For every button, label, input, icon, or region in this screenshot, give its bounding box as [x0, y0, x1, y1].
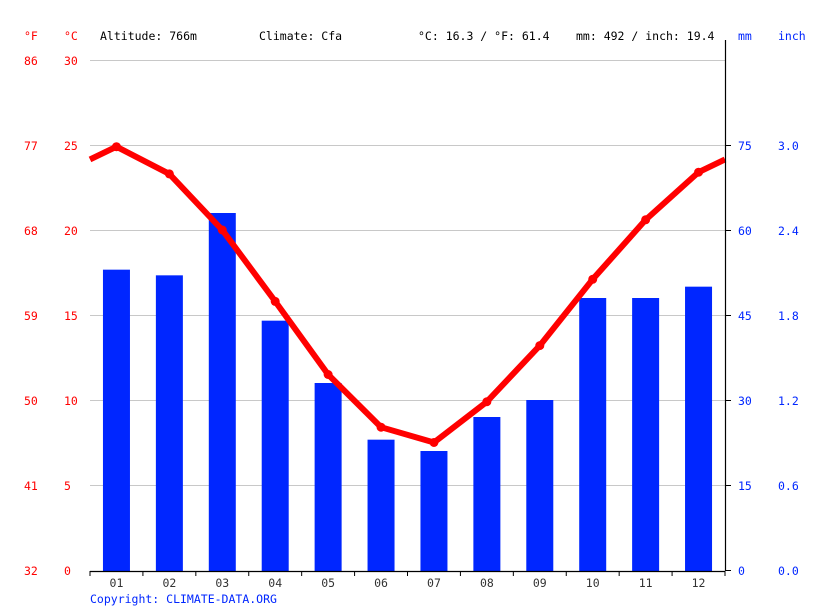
month-label: 12 — [692, 576, 706, 590]
month-label: 08 — [480, 576, 494, 590]
precipitation-bar — [261, 320, 289, 571]
celsius-tick-label: 15 — [64, 309, 78, 323]
month-label: 03 — [215, 576, 229, 590]
mm-tick-label: 45 — [738, 309, 752, 323]
fahrenheit-tick-label: 68 — [24, 224, 38, 238]
fahrenheit-tick-label: 50 — [24, 394, 38, 408]
precipitation-summary: mm: 492 / inch: 19.4 — [576, 29, 715, 43]
month-label: 05 — [321, 576, 335, 590]
month-label: 06 — [374, 576, 388, 590]
x-axis: 01 02 03 04 05 06 07 08 09 10 11 12 — [89, 570, 726, 590]
unit-inch-label: inch — [778, 29, 806, 43]
unit-mm-label: mm — [738, 29, 752, 43]
temperature-point — [535, 341, 545, 351]
inch-tick-label: 0.6 — [778, 479, 799, 493]
celsius-tick-label: 5 — [64, 479, 71, 493]
temperature-point — [217, 225, 227, 235]
month-label: 09 — [533, 576, 547, 590]
precipitation-bars — [102, 213, 713, 571]
celsius-tick-label: 25 — [64, 139, 78, 153]
temperature-point — [482, 397, 492, 407]
unit-celsius-label: °C — [64, 29, 78, 43]
precipitation-bar — [155, 275, 183, 571]
precipitation-bar — [208, 213, 236, 571]
inch-tick-label: 3.0 — [778, 139, 799, 153]
inch-tick-label: 1.2 — [778, 394, 799, 408]
temperature-point — [641, 215, 651, 225]
temperature-point — [270, 296, 280, 306]
celsius-tick-label: 20 — [64, 224, 78, 238]
precipitation-bar — [420, 451, 448, 571]
precipitation-bar — [102, 269, 130, 571]
temperature-point — [429, 438, 439, 447]
celsius-tick-label: 10 — [64, 394, 78, 408]
inch-tick-label: 1.8 — [778, 309, 799, 323]
precipitation-bar — [579, 298, 607, 571]
fahrenheit-tick-label: 77 — [24, 139, 38, 153]
temperature-point — [376, 422, 386, 432]
celsius-tick-label: 0 — [64, 564, 71, 578]
precipitation-bar — [685, 286, 713, 571]
altitude-label: Altitude: 766m — [100, 29, 197, 43]
mm-tick-label: 75 — [738, 139, 752, 153]
temperature-polyline — [88, 143, 727, 446]
month-label: 04 — [268, 576, 282, 590]
temperature-point — [111, 142, 121, 152]
temperature-line — [88, 142, 727, 447]
precipitation-bar — [314, 383, 342, 571]
month-label: 01 — [110, 576, 124, 590]
mm-tick-label: 0 — [738, 564, 745, 578]
precipitation-bar — [632, 298, 660, 571]
precipitation-bar — [526, 400, 554, 571]
fahrenheit-tick-label: 59 — [24, 309, 38, 323]
inch-tick-label: 2.4 — [778, 224, 799, 238]
copyright-link[interactable]: Copyright: CLIMATE-DATA.ORG — [90, 592, 277, 606]
temperature-summary: °C: 16.3 / °F: 61.4 — [418, 29, 550, 43]
mm-tick-label: 30 — [738, 394, 752, 408]
fahrenheit-tick-label: 41 — [24, 479, 38, 493]
climate-label: Climate: Cfa — [259, 29, 342, 43]
unit-fahrenheit-label: °F — [24, 29, 38, 43]
right-axis-ticks: 0 0.0 15 0.6 30 1.2 45 1.8 60 2.4 75 3.0 — [725, 139, 799, 578]
celsius-tick-label: 30 — [64, 54, 78, 68]
temperature-point — [164, 169, 174, 179]
gridlines — [90, 60, 725, 486]
precipitation-bar — [367, 439, 395, 571]
temperature-point — [694, 167, 704, 177]
month-label: 07 — [427, 576, 441, 590]
month-label: 11 — [639, 576, 653, 590]
temperature-point — [588, 274, 598, 284]
precipitation-bar — [473, 417, 501, 571]
fahrenheit-tick-label: 32 — [24, 564, 38, 578]
mm-tick-label: 15 — [738, 479, 752, 493]
mm-tick-label: 60 — [738, 224, 752, 238]
left-axis-ticks: 32 0 41 5 50 10 59 15 68 20 77 25 86 30 — [24, 54, 78, 578]
fahrenheit-tick-label: 86 — [24, 54, 38, 68]
month-label: 10 — [586, 576, 600, 590]
inch-tick-label: 0.0 — [778, 564, 799, 578]
month-label: 02 — [162, 576, 176, 590]
temperature-point — [323, 370, 333, 379]
